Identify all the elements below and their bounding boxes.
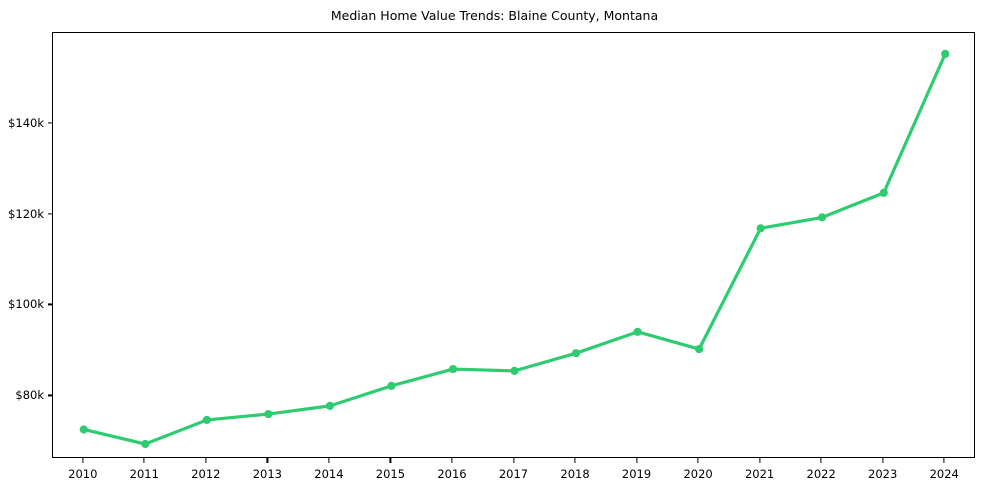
x-tick-label: 2014 (314, 467, 344, 481)
x-tick-mark (635, 458, 638, 463)
x-tick-mark (389, 458, 392, 463)
y-tick-mark (47, 213, 52, 215)
data-point-marker (571, 349, 581, 358)
y-tick-label: $100k (8, 297, 44, 312)
data-point-marker (633, 327, 642, 336)
y-tick-mark (47, 303, 52, 306)
x-tick-mark (512, 458, 515, 463)
y-tick-mark (47, 394, 52, 396)
x-tick-label: 2019 (621, 467, 652, 481)
x-tick-mark (574, 458, 576, 463)
x-tick-label: 2011 (129, 467, 159, 481)
y-tick-mark (47, 122, 52, 124)
data-point-marker (818, 213, 827, 222)
data-point-marker (141, 439, 150, 449)
data-point-marker (941, 49, 950, 58)
x-tick-label: 2022 (806, 467, 836, 481)
x-tick-label: 2021 (744, 467, 775, 481)
x-tick-mark (266, 458, 268, 463)
data-point-marker (879, 188, 888, 197)
x-tick-label: 2018 (560, 467, 590, 481)
data-point-marker (325, 401, 334, 410)
x-tick-mark (759, 458, 761, 463)
x-tick-label: 2023 (868, 467, 898, 481)
x-tick-label: 2017 (498, 467, 529, 481)
x-tick-label: 2024 (929, 467, 959, 481)
y-tick-label: $120k (8, 206, 44, 221)
x-tick-mark (82, 458, 84, 463)
plot-area (52, 32, 975, 458)
line-series-svg (79, 49, 950, 449)
x-tick-mark (882, 458, 884, 463)
x-tick-mark (943, 458, 945, 463)
x-tick-mark (451, 458, 453, 463)
series-markers (79, 49, 950, 449)
data-point-marker (756, 224, 765, 233)
x-tick-mark (143, 458, 145, 463)
x-tick-mark (205, 458, 207, 463)
data-point-marker (202, 415, 211, 425)
data-point-marker (448, 364, 458, 374)
data-point-marker (695, 344, 704, 354)
data-point-marker (79, 425, 88, 434)
x-tick-label: 2010 (68, 467, 98, 481)
x-tick-label: 2012 (191, 467, 221, 481)
data-point-marker (264, 409, 273, 419)
x-tick-label: 2015 (375, 467, 406, 481)
chart-title: Median Home Value Trends: Blaine County,… (330, 8, 659, 23)
y-tick-label: $80k (15, 388, 44, 403)
x-tick-mark (328, 458, 330, 463)
series-line (82, 52, 947, 446)
x-tick-label: 2020 (683, 467, 713, 481)
data-point-marker (387, 381, 396, 390)
x-tick-mark (820, 458, 822, 463)
data-point-marker (510, 366, 519, 375)
x-tick-label: 2013 (252, 467, 282, 481)
y-tick-label: $140k (8, 115, 44, 130)
x-tick-mark (697, 458, 699, 463)
x-tick-label: 2016 (437, 467, 467, 481)
